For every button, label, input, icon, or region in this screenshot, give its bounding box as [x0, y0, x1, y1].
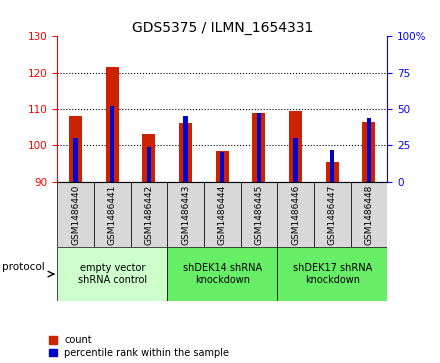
Text: GSM1486441: GSM1486441 — [108, 185, 117, 245]
Bar — [216, 151, 229, 182]
Legend: count, percentile rank within the sample: count, percentile rank within the sample — [49, 335, 229, 358]
Bar — [241, 182, 277, 247]
Text: shDEK17 shRNA
knockdown: shDEK17 shRNA knockdown — [293, 263, 372, 285]
Bar — [363, 122, 375, 182]
Text: shDEK14 shRNA
knockdown: shDEK14 shRNA knockdown — [183, 263, 262, 285]
Bar — [179, 123, 192, 182]
Text: GSM1486444: GSM1486444 — [218, 185, 227, 245]
Text: GSM1486446: GSM1486446 — [291, 185, 300, 245]
Bar — [131, 182, 167, 247]
Bar — [253, 113, 265, 182]
Bar — [94, 182, 131, 247]
Bar — [314, 182, 351, 247]
Bar — [147, 147, 151, 182]
Bar — [326, 162, 339, 182]
Text: GSM1486442: GSM1486442 — [144, 185, 154, 245]
Bar — [367, 118, 371, 182]
Text: protocol: protocol — [2, 262, 45, 272]
Bar — [106, 67, 119, 182]
Bar — [143, 134, 155, 182]
Bar — [257, 113, 261, 182]
Bar — [204, 182, 241, 247]
Text: GSM1486447: GSM1486447 — [328, 185, 337, 245]
Bar — [183, 116, 188, 182]
Bar — [167, 247, 277, 301]
Bar — [73, 138, 78, 182]
Bar — [167, 182, 204, 247]
Bar — [289, 111, 302, 182]
Bar — [330, 150, 334, 182]
Bar — [57, 247, 167, 301]
Bar — [293, 138, 298, 182]
Bar — [69, 116, 82, 182]
Text: GSM1486445: GSM1486445 — [254, 185, 264, 245]
Bar — [110, 106, 114, 182]
Bar — [57, 182, 94, 247]
Text: GSM1486448: GSM1486448 — [364, 185, 374, 245]
Text: empty vector
shRNA control: empty vector shRNA control — [77, 263, 147, 285]
Bar — [351, 182, 387, 247]
Title: GDS5375 / ILMN_1654331: GDS5375 / ILMN_1654331 — [132, 21, 313, 35]
Bar — [277, 182, 314, 247]
Text: GSM1486443: GSM1486443 — [181, 185, 190, 245]
Bar — [220, 152, 224, 182]
Text: GSM1486440: GSM1486440 — [71, 185, 80, 245]
Bar — [277, 247, 387, 301]
